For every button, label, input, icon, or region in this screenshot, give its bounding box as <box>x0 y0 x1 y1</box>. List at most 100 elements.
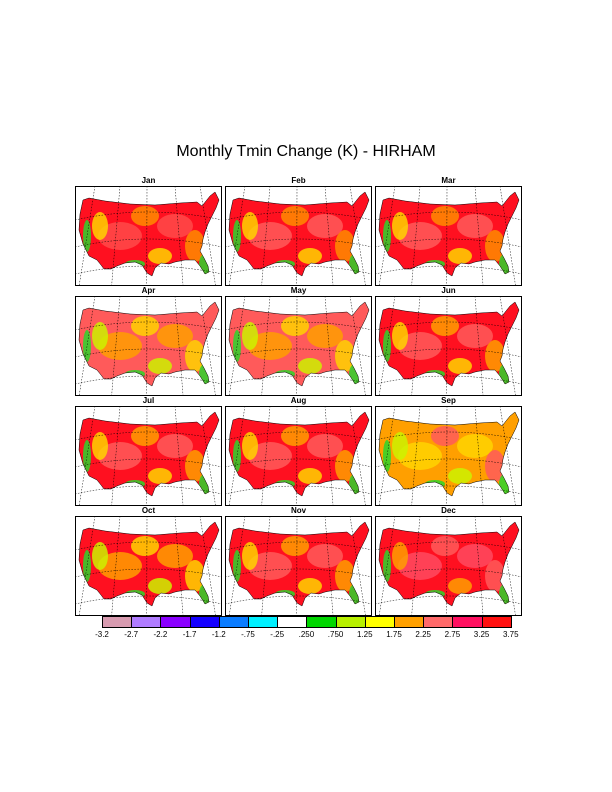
map-region-blob <box>92 322 108 350</box>
colorbar-swatch <box>160 616 191 628</box>
meridian-line <box>199 186 216 286</box>
colorbar-tick-label: 1.75 <box>386 630 402 639</box>
panel-frame <box>375 406 522 506</box>
map-region-blob <box>485 340 505 372</box>
meridian-line <box>378 186 396 286</box>
colorbar-swatch <box>218 616 249 628</box>
map-region-blob <box>281 316 309 336</box>
map-region-blob <box>157 324 193 348</box>
map-region-blob <box>125 590 145 598</box>
map-region-blob <box>157 544 193 568</box>
colorbar-swatch <box>394 616 425 628</box>
map-region-blob <box>242 322 258 350</box>
map-region-blob <box>499 364 511 384</box>
map-region-blob <box>349 584 361 604</box>
meridian-line <box>499 516 516 616</box>
map-region-blob <box>349 254 361 274</box>
meridian-line <box>78 296 96 396</box>
map-region-blob <box>125 260 145 268</box>
map-region-blob <box>298 468 322 484</box>
map-region-blob <box>98 332 142 360</box>
colorbar-swatch <box>277 616 308 628</box>
map-region-blob <box>398 552 442 580</box>
map-region-blob <box>131 206 159 226</box>
meridian-line <box>349 406 366 506</box>
map-region-blob <box>83 330 91 362</box>
meridian-line <box>228 296 246 396</box>
panel-frame <box>75 296 222 396</box>
map-region-blob <box>392 432 408 460</box>
map-svg <box>75 406 222 506</box>
map-panel-nov: Nov <box>225 506 372 616</box>
map-region-blob <box>335 450 355 482</box>
colorbar-tick-label: .750 <box>327 630 344 639</box>
colorbar-tick-label: 3.75 <box>503 630 519 639</box>
coastline-outline <box>78 521 220 607</box>
panel-month-label: May <box>290 286 307 295</box>
map-region-blob <box>233 550 241 582</box>
map-region-blob <box>185 230 205 262</box>
map-panel-jun: Jun <box>375 286 522 396</box>
meridian-line <box>199 516 216 616</box>
map-svg <box>375 186 522 286</box>
meridian-line <box>378 296 396 396</box>
colorbar-swatch <box>423 616 454 628</box>
map-region-blob <box>148 358 172 374</box>
meridian-line <box>199 406 216 506</box>
colorbar-tick-label: -1.2 <box>211 630 226 639</box>
panel-frame <box>375 296 522 396</box>
panel-frame <box>225 296 372 396</box>
map-region-blob <box>383 440 391 472</box>
panel-month-label: Jan <box>141 176 156 185</box>
panel-month-label: Sep <box>441 396 456 405</box>
map-region-blob <box>275 480 295 488</box>
map-region-blob <box>298 578 322 594</box>
map-region-blob <box>248 442 292 470</box>
map-region-blob <box>92 542 108 570</box>
map-region-blob <box>148 248 172 264</box>
map-panel-feb: Feb <box>225 176 372 286</box>
panel-month-label: Jun <box>441 286 456 295</box>
meridian-line <box>78 406 96 506</box>
map-svg <box>225 186 372 286</box>
map-region-blob <box>448 468 472 484</box>
meridian-line <box>349 296 366 396</box>
map-region-blob <box>307 544 343 568</box>
meridian-line <box>499 296 516 396</box>
colorbar-tick-label: -.75 <box>241 630 255 639</box>
map-region-blob <box>392 212 408 240</box>
map-region-blob <box>499 474 511 494</box>
map-region-blob <box>335 230 355 262</box>
meridian-line <box>228 186 246 286</box>
map-region-blob <box>248 222 292 250</box>
map-region-blob <box>485 230 505 262</box>
map-region-blob <box>275 260 295 268</box>
map-svg <box>225 516 372 616</box>
meridian-line <box>349 516 366 616</box>
map-region-blob <box>199 474 211 494</box>
map-region-blob <box>233 220 241 252</box>
colorbar-tick-label: 2.25 <box>415 630 431 639</box>
map-region-blob <box>392 322 408 350</box>
map-region-blob <box>98 222 142 250</box>
map-region-blob <box>185 340 205 372</box>
coastline-outline <box>228 191 370 277</box>
map-region-blob <box>233 440 241 472</box>
map-region-blob <box>499 584 511 604</box>
map-panel-sep: Sep <box>375 396 522 506</box>
map-region-blob <box>148 468 172 484</box>
meridian-line <box>78 516 96 616</box>
map-region-blob <box>233 330 241 362</box>
map-region-blob <box>83 220 91 252</box>
map-region-blob <box>425 260 445 268</box>
map-region-blob <box>298 358 322 374</box>
colorbar-tick-label: -2.7 <box>124 630 139 639</box>
map-svg <box>225 406 372 506</box>
coastline-outline <box>378 411 520 497</box>
map-panel-oct: Oct <box>75 506 222 616</box>
map-region-blob <box>398 222 442 250</box>
panel-frame <box>75 406 222 506</box>
map-region-blob <box>83 440 91 472</box>
colorbar-swatch <box>248 616 279 628</box>
panel-frame <box>75 186 222 286</box>
